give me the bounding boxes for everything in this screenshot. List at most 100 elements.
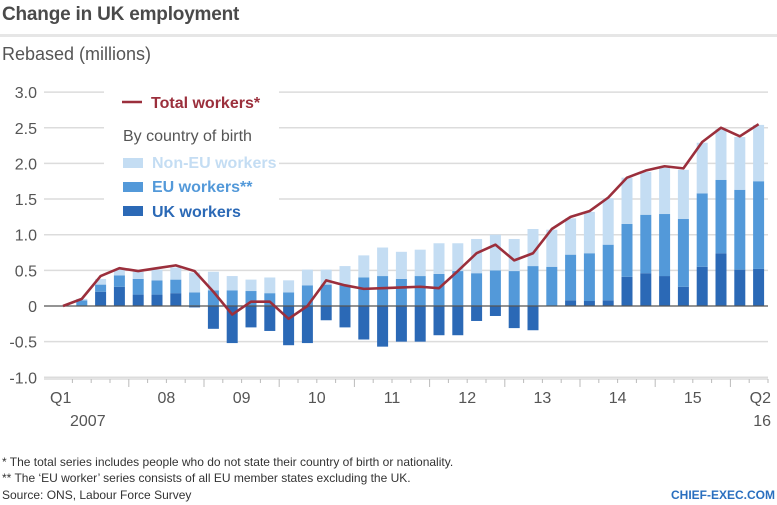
bar-uk-workers bbox=[677, 286, 689, 306]
bar-uk-workers bbox=[170, 293, 182, 306]
bar-uk-workers bbox=[283, 306, 295, 346]
bar-uk-workers bbox=[226, 306, 238, 344]
bar-uk-workers bbox=[264, 306, 276, 331]
bar-uk-workers bbox=[621, 276, 633, 306]
bar-eu-workers bbox=[696, 193, 708, 267]
bar-uk-workers bbox=[753, 268, 765, 306]
bar-eu-workers bbox=[226, 290, 238, 306]
y-tick-label: -1.0 bbox=[9, 370, 37, 387]
bar-uk-workers bbox=[245, 306, 257, 328]
source-note: Source: ONS, Labour Force Survey bbox=[2, 488, 192, 502]
bar-eu-workers bbox=[527, 266, 539, 306]
bar-eu-workers bbox=[546, 266, 558, 306]
bar-eu-workers bbox=[207, 290, 219, 306]
bar-uk-workers bbox=[301, 306, 313, 344]
bar-eu-workers bbox=[339, 285, 351, 306]
bar-non-eu-workers bbox=[132, 271, 144, 279]
bar-eu-workers bbox=[471, 273, 483, 306]
bar-eu-workers bbox=[433, 273, 445, 306]
bar-uk-workers bbox=[452, 306, 464, 336]
bar-eu-workers bbox=[358, 277, 370, 306]
bar-non-eu-workers bbox=[395, 251, 407, 279]
legend-non-eu-swatch bbox=[123, 158, 143, 168]
x-tick-label: 09 bbox=[233, 390, 251, 407]
bar-uk-workers bbox=[414, 306, 426, 342]
bar-eu-workers bbox=[414, 276, 426, 306]
bar-eu-workers bbox=[753, 181, 765, 269]
bar-uk-workers bbox=[471, 306, 483, 321]
x-tick-label: 10 bbox=[308, 390, 326, 407]
bar-uk-workers bbox=[565, 300, 577, 306]
y-tick-label: 2.0 bbox=[15, 156, 37, 173]
legend-background bbox=[104, 87, 279, 221]
bar-non-eu-workers bbox=[659, 167, 671, 215]
bar-eu-workers bbox=[76, 300, 88, 306]
bar-non-eu-workers bbox=[189, 272, 201, 293]
bar-eu-workers bbox=[715, 179, 727, 254]
bar-uk-workers bbox=[715, 253, 727, 306]
bar-non-eu-workers bbox=[414, 249, 426, 277]
bar-non-eu-workers bbox=[696, 142, 708, 194]
bar-eu-workers bbox=[565, 254, 577, 301]
bar-non-eu-workers bbox=[677, 169, 689, 220]
bar-uk-workers bbox=[734, 269, 746, 306]
bar-eu-workers bbox=[621, 224, 633, 277]
bar-uk-workers bbox=[696, 266, 708, 306]
bar-uk-workers bbox=[132, 294, 144, 306]
bar-eu-workers bbox=[95, 284, 107, 292]
bar-uk-workers bbox=[659, 276, 671, 306]
bar-uk-workers bbox=[339, 306, 351, 328]
bar-non-eu-workers bbox=[602, 198, 614, 245]
y-tick-label: 3.0 bbox=[15, 85, 37, 102]
bar-eu-workers bbox=[245, 291, 257, 306]
footnote-total: * The total series includes people who d… bbox=[2, 455, 454, 469]
bar-non-eu-workers bbox=[527, 228, 539, 267]
bar-uk-workers bbox=[583, 301, 595, 306]
bar-uk-workers bbox=[640, 273, 652, 306]
y-tick-label: 1.0 bbox=[15, 228, 37, 245]
bar-non-eu-workers bbox=[471, 238, 483, 274]
y-tick-label: 0 bbox=[28, 299, 37, 316]
bar-non-eu-workers bbox=[640, 171, 652, 215]
bar-eu-workers bbox=[377, 276, 389, 306]
bar-eu-workers bbox=[264, 293, 276, 306]
legend-uk-swatch bbox=[123, 206, 143, 216]
legend-eu-swatch bbox=[123, 182, 143, 192]
y-tick-label: 0.5 bbox=[15, 263, 37, 280]
legend: Total workers* By country of birth Non-E… bbox=[104, 87, 279, 221]
bar-eu-workers bbox=[677, 219, 689, 287]
bar-uk-workers bbox=[113, 286, 125, 306]
bar-eu-workers bbox=[659, 214, 671, 277]
bar-eu-workers bbox=[283, 292, 295, 306]
x-tick-label: 15 bbox=[684, 390, 702, 407]
bar-eu-workers bbox=[320, 284, 332, 306]
bar-eu-workers bbox=[734, 189, 746, 270]
x-tick-label: Q2 bbox=[750, 390, 771, 407]
bar-eu-workers bbox=[508, 271, 520, 306]
bar-eu-workers bbox=[113, 275, 125, 287]
bar-non-eu-workers bbox=[170, 267, 182, 280]
bar-uk-workers bbox=[151, 294, 163, 306]
legend-non-eu-label: Non-EU workers bbox=[152, 155, 277, 172]
total-workers-line bbox=[62, 123, 760, 321]
bar-uk-workers bbox=[358, 306, 370, 340]
bar-non-eu-workers bbox=[283, 280, 295, 293]
bar-non-eu-workers bbox=[715, 129, 727, 180]
x-tick-label: 14 bbox=[609, 390, 627, 407]
title-divider bbox=[0, 34, 777, 37]
bar-uk-workers bbox=[189, 306, 201, 308]
bar-non-eu-workers bbox=[226, 276, 238, 291]
bar-uk-workers bbox=[207, 306, 219, 329]
bar-eu-workers bbox=[301, 285, 313, 306]
bar-non-eu-workers bbox=[320, 269, 332, 285]
bar-uk-workers bbox=[527, 306, 539, 331]
y-tick-labels: 3.0 2.5 2.0 1.5 1.0 0.5 0 -0.5 -1.0 bbox=[9, 85, 37, 387]
bar-non-eu-workers bbox=[583, 211, 595, 254]
brand-logo-text[interactable]: CHIEF-EXEC.COM bbox=[670, 488, 775, 502]
x-tick-label: 13 bbox=[534, 390, 552, 407]
bar-eu-workers bbox=[640, 214, 652, 274]
bar-non-eu-workers bbox=[508, 238, 520, 272]
bar-eu-workers bbox=[602, 244, 614, 301]
x-tick-label: Q1 bbox=[50, 390, 71, 407]
y-tick-label: -0.5 bbox=[9, 335, 37, 352]
